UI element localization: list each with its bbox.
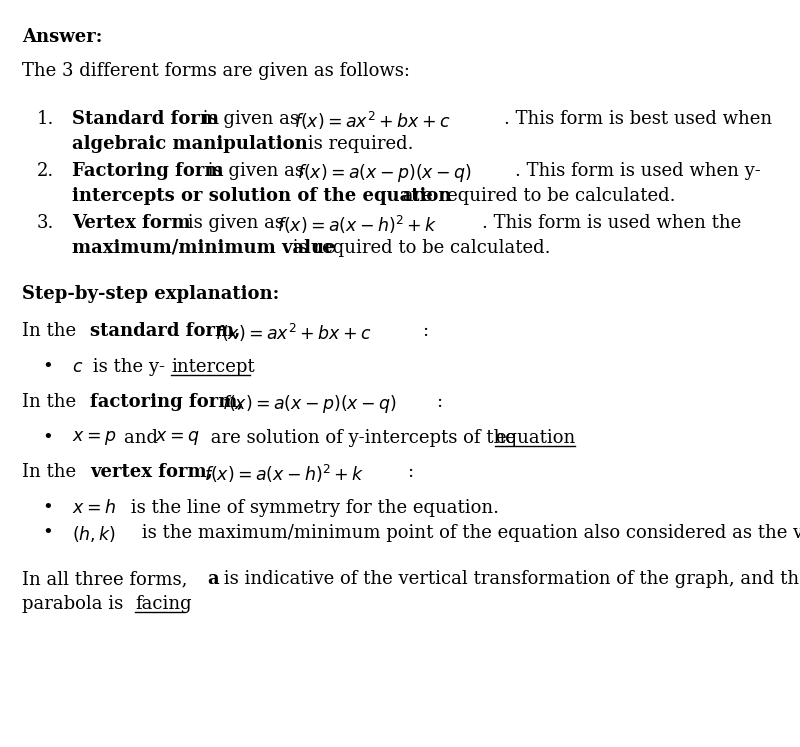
Text: is the maximum/minimum point of the equation also considered as the vertex.: is the maximum/minimum point of the equa… — [136, 524, 800, 542]
Text: . This form is best used when: . This form is best used when — [504, 110, 772, 128]
Text: $f(x) = ax^2 + bx + c$: $f(x) = ax^2 + bx + c$ — [294, 110, 450, 132]
Text: •: • — [42, 524, 53, 542]
Text: equation: equation — [495, 429, 575, 447]
Text: vertex form,: vertex form, — [90, 463, 213, 481]
Text: $f(x) = a(x-p)(x-q)$: $f(x) = a(x-p)(x-q)$ — [222, 393, 397, 415]
Text: 2.: 2. — [37, 162, 54, 180]
Text: intercepts or solution of the equation: intercepts or solution of the equation — [72, 187, 451, 205]
Text: $f(x) = a(x-p)(x-q)$: $f(x) = a(x-p)(x-q)$ — [297, 162, 472, 184]
Text: •: • — [42, 358, 53, 376]
Text: Step-by-step explanation:: Step-by-step explanation: — [22, 285, 279, 303]
Text: are solution of y-intercepts of the: are solution of y-intercepts of the — [205, 429, 522, 447]
Text: facing: facing — [135, 595, 192, 613]
Text: Factoring form: Factoring form — [72, 162, 223, 180]
Text: and: and — [124, 429, 164, 447]
Text: $x = h$: $x = h$ — [72, 499, 116, 517]
Text: maximum/minimum value: maximum/minimum value — [72, 239, 336, 257]
Text: standard form,: standard form, — [90, 322, 240, 340]
Text: $f(x) = ax^2 + bx + c$: $f(x) = ax^2 + bx + c$ — [215, 322, 371, 344]
Text: In the: In the — [22, 322, 82, 340]
Text: is given as: is given as — [202, 162, 310, 180]
Text: Vertex form: Vertex form — [72, 214, 190, 232]
Text: Answer:: Answer: — [22, 28, 102, 46]
Text: •: • — [42, 429, 53, 447]
Text: . This form is used when y-: . This form is used when y- — [515, 162, 761, 180]
Text: :: : — [436, 393, 442, 411]
Text: are required to be calculated.: are required to be calculated. — [397, 187, 675, 205]
Text: $f(x) = a(x-h)^2 + k$: $f(x) = a(x-h)^2 + k$ — [277, 214, 438, 236]
Text: factoring form,: factoring form, — [90, 393, 244, 411]
Text: is given as: is given as — [197, 110, 305, 128]
Text: is indicative of the vertical transformation of the graph, and the direction the: is indicative of the vertical transforma… — [218, 570, 800, 588]
Text: intercept: intercept — [171, 358, 254, 376]
Text: is given as: is given as — [182, 214, 290, 232]
Text: •: • — [42, 499, 53, 517]
Text: :: : — [422, 322, 428, 340]
Text: parabola is: parabola is — [22, 595, 129, 613]
Text: $f(x) = a(x-h)^2 + k$: $f(x) = a(x-h)^2 + k$ — [204, 463, 365, 485]
Text: $c$: $c$ — [72, 358, 83, 376]
Text: . This form is used when the: . This form is used when the — [482, 214, 742, 232]
Text: is required to be calculated.: is required to be calculated. — [287, 239, 550, 257]
Text: a: a — [207, 570, 218, 588]
Text: $x = q$: $x = q$ — [155, 429, 199, 447]
Text: Standard form: Standard form — [72, 110, 219, 128]
Text: The 3 different forms are given as follows:: The 3 different forms are given as follo… — [22, 62, 410, 80]
Text: $(h, k)$: $(h, k)$ — [72, 524, 116, 544]
Text: In the: In the — [22, 393, 82, 411]
Text: 1.: 1. — [37, 110, 54, 128]
Text: 3.: 3. — [37, 214, 54, 232]
Text: algebraic manipulation: algebraic manipulation — [72, 135, 308, 153]
Text: In the: In the — [22, 463, 82, 481]
Text: is required.: is required. — [302, 135, 414, 153]
Text: In all three forms,: In all three forms, — [22, 570, 193, 588]
Text: is the y-: is the y- — [87, 358, 165, 376]
Text: $x = p$: $x = p$ — [72, 429, 116, 447]
Text: :: : — [407, 463, 413, 481]
Text: is the line of symmetry for the equation.: is the line of symmetry for the equation… — [125, 499, 499, 517]
